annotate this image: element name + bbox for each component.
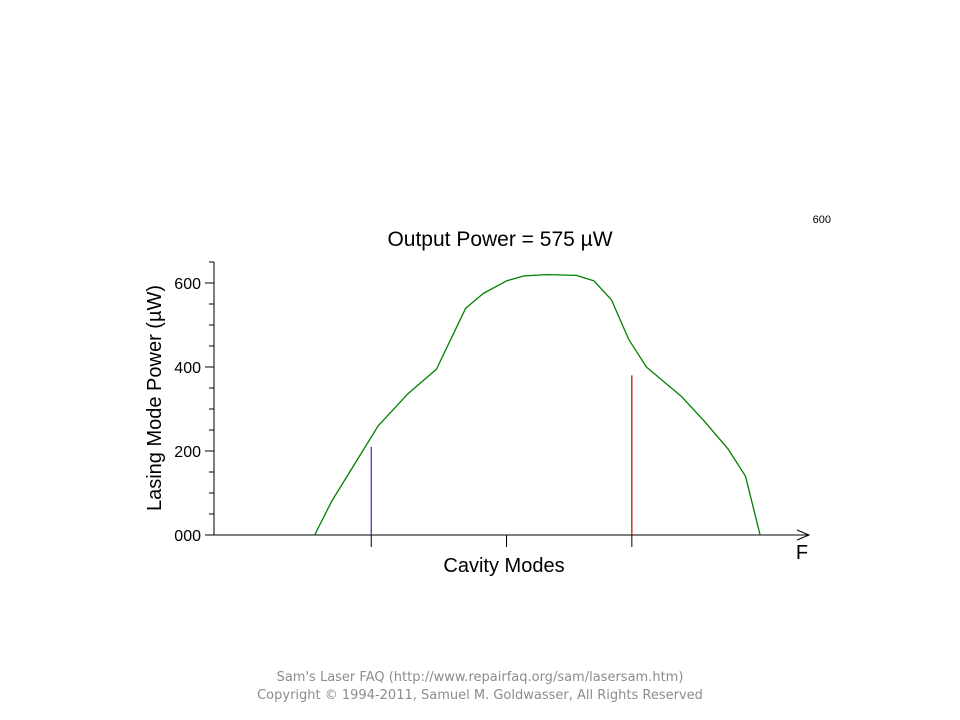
y-tick-label: 000 [174, 528, 201, 545]
chart-title: Output Power = 575 µW [387, 228, 612, 251]
y-axis: 000 200 400 600 [174, 261, 215, 545]
y-axis-label: Lasing Mode Power (µW) [144, 285, 166, 511]
x-axis-arrow-icon [796, 529, 811, 541]
y-tick-label: 400 [174, 360, 201, 377]
footer-copyright-line: Copyright © 1994-2011, Samuel M. Goldwas… [257, 688, 703, 703]
series-group [314, 273, 761, 536]
x-axis [214, 529, 811, 547]
x-axis-end-label: F [796, 542, 808, 564]
marker-group [370, 375, 633, 535]
gain-curve-line [314, 273, 761, 536]
corner-label: 600 [813, 214, 831, 226]
x-axis-label: Cavity Modes [443, 555, 564, 577]
y-tick-label: 200 [174, 444, 201, 461]
footer-source-line: Sam's Laser FAQ (http://www.repairfaq.or… [276, 670, 684, 685]
y-tick-label: 600 [174, 276, 201, 293]
